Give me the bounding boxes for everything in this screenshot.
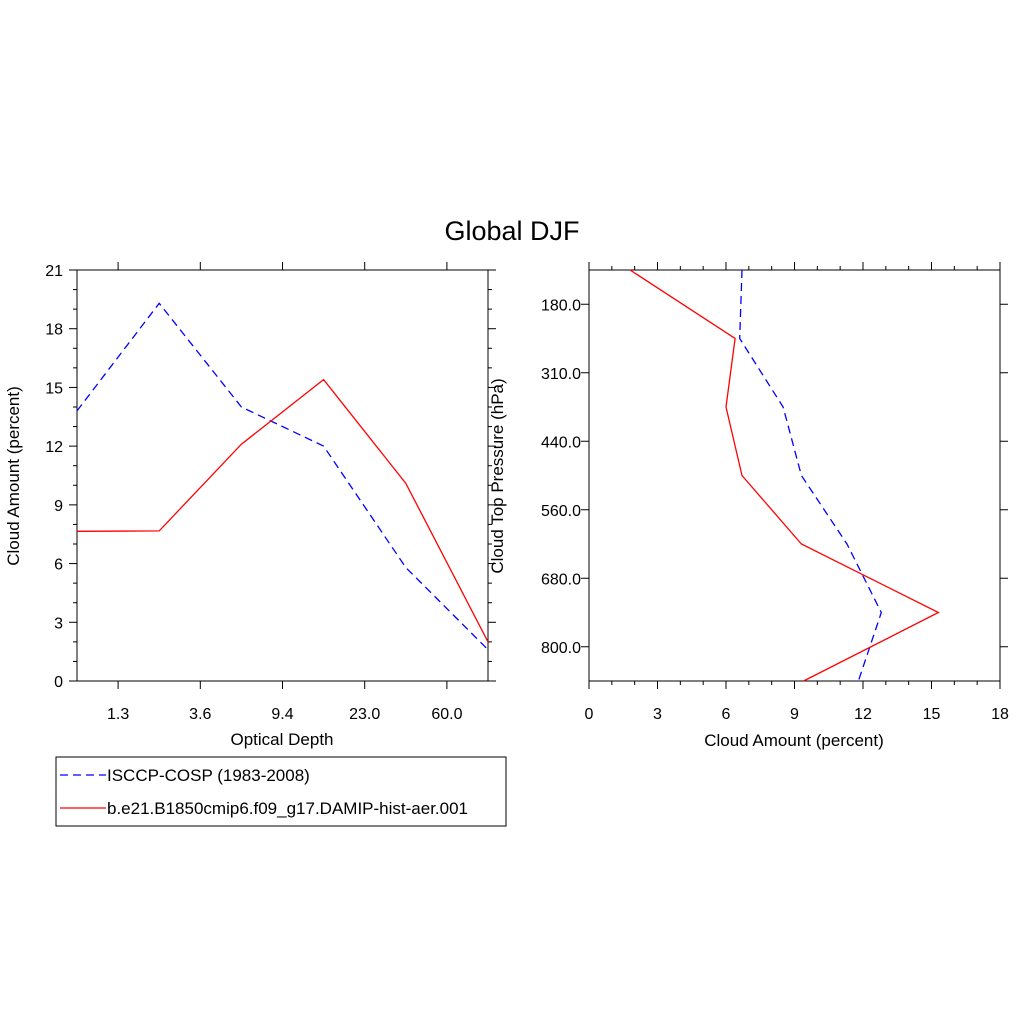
left-y-tick-label: 6 [54,557,63,574]
right-x-tick-label: 9 [790,706,799,723]
legend-label-model: b.e21.B1850cmip6.f09_g17.DAMIP-hist-aer.… [107,799,468,818]
right-y-tick-label: 310.0 [541,366,581,383]
right-x-tick-label: 0 [585,706,594,723]
legend: ISCCP-COSP (1983-2008) b.e21.B1850cmip6.… [55,756,507,827]
right-y-axis-label: Cloud Top Pressure (hPa) [488,378,507,573]
right-ticks: 0 3 6 9 12 15 18 180.0 310.0 440.0 560.0 680.0 800.0 [541,262,1009,723]
legend-box [55,756,507,827]
left-x-tick-label: 9.4 [271,706,293,723]
right-x-tick-label: 3 [653,706,662,723]
left-y-tick-label: 9 [54,498,63,515]
left-y-tick-label: 21 [45,263,63,280]
left-x-tick-label: 23.0 [349,706,380,723]
left-y-axis-label: Cloud Amount (percent) [4,386,23,566]
right-y-tick-label: 180.0 [541,297,581,314]
left-series [76,302,489,651]
right-series-model-line [629,269,940,682]
left-y-tick-label: 3 [54,615,63,632]
right-x-tick-label: 15 [923,706,941,723]
right-x-tick-label: 6 [722,706,731,723]
left-y-tick-label: 12 [45,439,63,456]
right-y-tick-label: 440.0 [541,434,581,451]
right-series-obs-line [739,269,883,682]
right-y-tick-label: 800.0 [541,640,581,657]
left-y-tick-label: 0 [54,674,63,691]
right-x-tick-label: 12 [854,706,872,723]
right-series [629,269,940,682]
left-chart: 0 3 6 9 12 15 18 21 1.3 3.6 9.4 23.0 60.0 Optical De… [4,262,496,749]
left-ticks: 0 3 6 9 12 15 18 21 1.3 3.6 9.4 23.0 60.0 [45,262,496,723]
right-chart: 0 3 6 9 12 15 18 180.0 310.0 440.0 560.0 680.0 800.0… [488,262,1009,750]
right-y-tick-label: 560.0 [541,503,581,520]
right-x-axis-label: Cloud Amount (percent) [704,731,884,750]
right-plot-frame [588,269,1001,682]
right-y-tick-label: 680.0 [541,571,581,588]
left-x-tick-label: 3.6 [189,706,211,723]
right-x-tick-label: 18 [991,706,1009,723]
left-series-model-line [76,378,489,643]
left-x-axis-label: Optical Depth [231,730,334,749]
left-x-tick-label: 60.0 [431,706,462,723]
legend-label-obs: ISCCP-COSP (1983-2008) [107,766,310,785]
left-y-tick-label: 15 [45,380,63,397]
figure-title: Global DJF [444,216,579,246]
left-plot-frame [76,269,489,682]
left-y-tick-label: 18 [45,322,63,339]
left-x-tick-label: 1.3 [107,706,129,723]
left-series-obs-line [76,302,489,651]
